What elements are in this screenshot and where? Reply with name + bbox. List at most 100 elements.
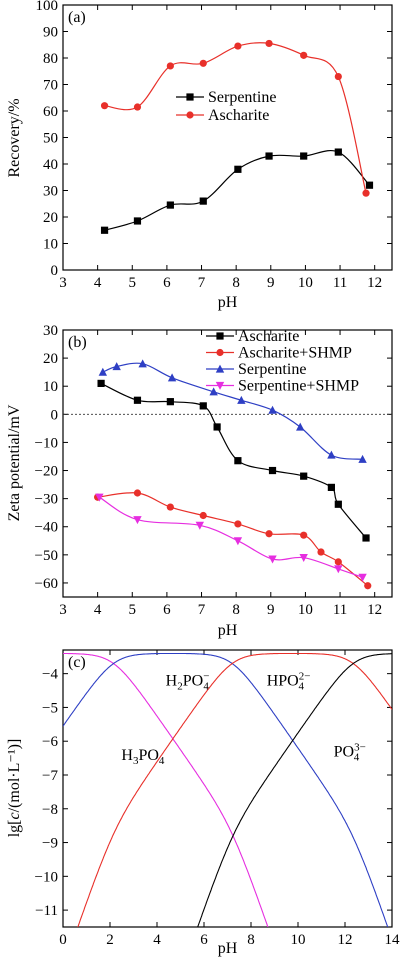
y-axis-title: lg[c/(mol·L⁻¹)] <box>6 739 23 838</box>
y-tick-label: 70 <box>43 78 58 94</box>
data-point <box>234 42 242 50</box>
x-tick-label: 12 <box>338 932 353 948</box>
data-point <box>213 423 221 431</box>
legend-entry: Ascharite+SHMP <box>206 345 352 362</box>
y-tick-label: −50 <box>35 548 58 564</box>
y-tick-label: 0 <box>51 263 59 279</box>
data-point <box>334 148 342 156</box>
data-point <box>268 466 277 475</box>
data-point <box>296 422 305 431</box>
x-tick-label: 11 <box>333 602 347 618</box>
legend-marker <box>186 111 194 119</box>
x-tick-label: 11 <box>333 275 347 291</box>
x-tick-label: 9 <box>267 275 275 291</box>
data-point <box>133 489 142 497</box>
data-point <box>167 373 177 382</box>
data-point <box>100 102 109 110</box>
series-ascharite <box>97 379 370 542</box>
legend-marker <box>215 381 225 390</box>
y-axis-title: Zeta potential/mV <box>6 404 23 521</box>
x-tick-label: 3 <box>59 602 67 618</box>
series-serpentine-shmp <box>95 493 367 582</box>
data-point <box>334 558 342 566</box>
y-tick-label: −20 <box>35 464 58 480</box>
y-tick-label: 60 <box>43 104 58 120</box>
data-point <box>166 398 174 406</box>
series-serpentine <box>100 148 374 234</box>
y-tick-label: 50 <box>43 131 58 147</box>
data-point <box>100 226 109 234</box>
x-tick-label: 6 <box>200 932 208 948</box>
species-label-po4: PO3− 4 <box>334 741 366 763</box>
data-point <box>237 395 246 404</box>
data-point <box>209 387 218 396</box>
y-tick-label: 0 <box>51 407 59 423</box>
legend-marker <box>216 348 224 357</box>
x-tick-label: 8 <box>247 932 255 948</box>
data-point <box>166 62 174 70</box>
x-tick-label: 4 <box>94 275 102 291</box>
legend-label: Ascharite <box>208 107 269 124</box>
series-line <box>104 149 370 231</box>
species-curve-0 <box>63 652 269 927</box>
legend-entry: Serpentine <box>206 361 306 378</box>
legend-entry: Ascharite <box>176 107 269 124</box>
data-point <box>358 573 367 582</box>
x-tick-label: 4 <box>94 602 102 618</box>
plot-frame <box>62 649 393 928</box>
plot-frame <box>62 329 393 598</box>
plot-frame <box>62 4 393 271</box>
y-tick-label: −11 <box>35 903 58 919</box>
data-point <box>334 500 342 508</box>
y-tick-label: 10 <box>43 379 58 395</box>
x-axis-title: pH <box>218 622 238 639</box>
y-tick-label: −10 <box>35 435 58 451</box>
y-tick-label: −40 <box>35 520 58 536</box>
data-point <box>133 396 142 404</box>
species-curve-1 <box>63 652 389 927</box>
x-tick-label: 6 <box>163 602 171 618</box>
data-point <box>234 520 242 528</box>
x-axis-title: pH <box>218 294 238 311</box>
x-tick-label: 14 <box>385 932 400 948</box>
x-tick-label: 2 <box>106 932 114 948</box>
legend-label: Serpentine+SHMP <box>238 378 359 395</box>
data-point <box>234 457 242 465</box>
x-tick-label: 0 <box>59 932 67 948</box>
y-tick-label: 80 <box>43 51 58 67</box>
species-label-h2po4: H2PO− 4 <box>166 670 210 692</box>
data-point <box>233 537 243 546</box>
data-point <box>166 201 174 209</box>
legend-label: Ascharite <box>238 328 299 345</box>
y-tick-label: −60 <box>35 576 58 592</box>
data-point <box>95 493 104 502</box>
species-curve-2 <box>77 652 392 927</box>
y-tick-label: 20 <box>43 351 58 367</box>
data-point <box>334 72 342 81</box>
y-axis-title: Recovery/% <box>6 98 23 177</box>
data-point <box>265 39 273 48</box>
data-point <box>199 59 207 67</box>
y-tick-label: 100 <box>36 0 59 14</box>
data-point <box>268 555 277 564</box>
data-point <box>199 511 207 520</box>
panel-label: (c) <box>68 654 86 671</box>
legend-marker <box>186 93 194 101</box>
data-point <box>364 582 372 590</box>
data-point <box>234 165 242 173</box>
panel-label: (b) <box>68 334 87 351</box>
species-label-h3po4: H3PO4 <box>121 747 165 767</box>
data-point <box>138 359 147 368</box>
y-tick-label: −10 <box>35 869 58 885</box>
data-point <box>300 531 308 539</box>
chart-panel-b: 3 4 5 6 7 8 9 10 11 12 30 20 10 0 −10 −20 −30 −40 −50 −60 pH… <box>6 323 393 639</box>
data-point <box>327 483 335 491</box>
series-serpentine <box>98 359 367 463</box>
data-point <box>97 379 105 387</box>
chart-panel-c: 0 2 4 6 8 10 12 14 −4 −5 −6 −7 −8 −9 −10 −11 pH lg[c/(mol… <box>6 649 400 957</box>
data-point <box>133 516 142 525</box>
data-point <box>166 503 174 511</box>
x-tick-label: 8 <box>232 275 240 291</box>
legend-marker <box>216 332 224 340</box>
data-point <box>268 405 277 414</box>
